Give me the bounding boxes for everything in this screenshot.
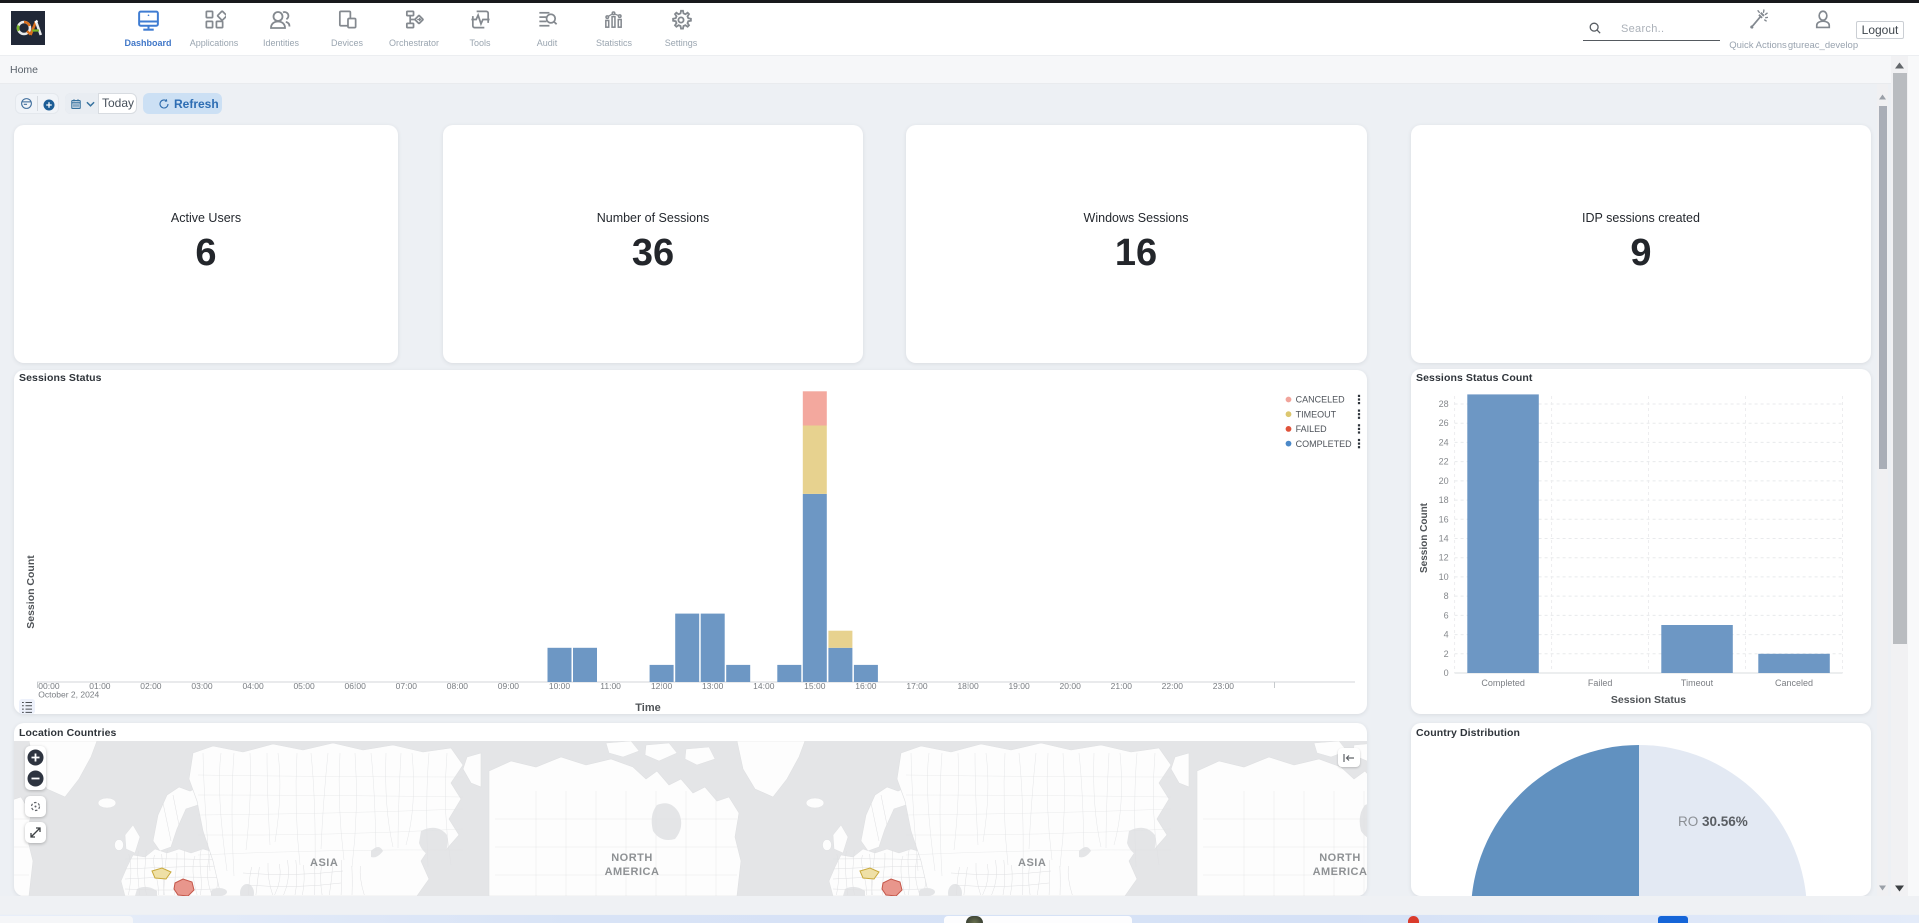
svg-text:21:00: 21:00 — [1111, 681, 1133, 691]
svg-text:12:00: 12:00 — [651, 681, 673, 691]
svg-text:19:00: 19:00 — [1008, 681, 1030, 691]
svg-text:20: 20 — [1439, 476, 1449, 486]
svg-text:TIMEOUT: TIMEOUT — [1296, 409, 1337, 419]
svg-text:12: 12 — [1439, 553, 1449, 563]
svg-text:FAILED: FAILED — [1296, 424, 1328, 434]
svg-text:06:00: 06:00 — [345, 681, 367, 691]
svg-text:05:00: 05:00 — [293, 681, 315, 691]
svg-text:6: 6 — [1444, 610, 1449, 620]
svg-text:22:00: 22:00 — [1162, 681, 1184, 691]
svg-text:COMPLETED: COMPLETED — [1296, 439, 1353, 449]
svg-text:22: 22 — [1439, 457, 1449, 467]
svg-text:03:00: 03:00 — [191, 681, 213, 691]
svg-text:10: 10 — [1439, 572, 1449, 582]
svg-text:17:00: 17:00 — [906, 681, 928, 691]
svg-text:CANCELED: CANCELED — [1296, 395, 1346, 405]
svg-text:13:00: 13:00 — [702, 681, 724, 691]
svg-text:Failed: Failed — [1588, 678, 1613, 688]
svg-text:24: 24 — [1439, 437, 1449, 447]
svg-text:Canceled: Canceled — [1775, 678, 1813, 688]
svg-text:15:00: 15:00 — [804, 681, 826, 691]
svg-text:20:00: 20:00 — [1060, 681, 1082, 691]
svg-text:10:00: 10:00 — [549, 681, 571, 691]
svg-text:2: 2 — [1444, 649, 1449, 659]
svg-text:Session Count: Session Count — [25, 555, 37, 629]
svg-text:09:00: 09:00 — [498, 681, 520, 691]
svg-text:08:00: 08:00 — [447, 681, 469, 691]
svg-text:16: 16 — [1439, 514, 1449, 524]
svg-text:04:00: 04:00 — [242, 681, 264, 691]
svg-text:Timeout: Timeout — [1681, 678, 1714, 688]
svg-text:00:00: 00:00 — [38, 681, 60, 691]
svg-text:Session Status: Session Status — [1611, 694, 1686, 706]
svg-text:02:00: 02:00 — [140, 681, 162, 691]
svg-text:18:00: 18:00 — [957, 681, 979, 691]
svg-text:16:00: 16:00 — [855, 681, 877, 691]
svg-text:18: 18 — [1439, 495, 1449, 505]
svg-text:Completed: Completed — [1481, 678, 1525, 688]
svg-text:14:00: 14:00 — [753, 681, 775, 691]
svg-text:Session Count: Session Count — [1419, 502, 1430, 573]
svg-text:11:00: 11:00 — [600, 681, 621, 691]
svg-text:0: 0 — [1444, 668, 1449, 678]
svg-text:4: 4 — [1444, 630, 1449, 640]
svg-text:07:00: 07:00 — [396, 681, 418, 691]
svg-text:14: 14 — [1439, 534, 1449, 544]
svg-text:8: 8 — [1444, 591, 1449, 601]
svg-text:01:00: 01:00 — [89, 681, 111, 691]
svg-text:Time: Time — [635, 702, 660, 714]
svg-text:26: 26 — [1439, 418, 1449, 428]
svg-text:October 2, 2024: October 2, 2024 — [38, 690, 99, 700]
svg-text:23:00: 23:00 — [1213, 681, 1235, 691]
svg-text:28: 28 — [1439, 399, 1449, 409]
svg-text:RO 30.56%: RO 30.56% — [1678, 814, 1748, 829]
